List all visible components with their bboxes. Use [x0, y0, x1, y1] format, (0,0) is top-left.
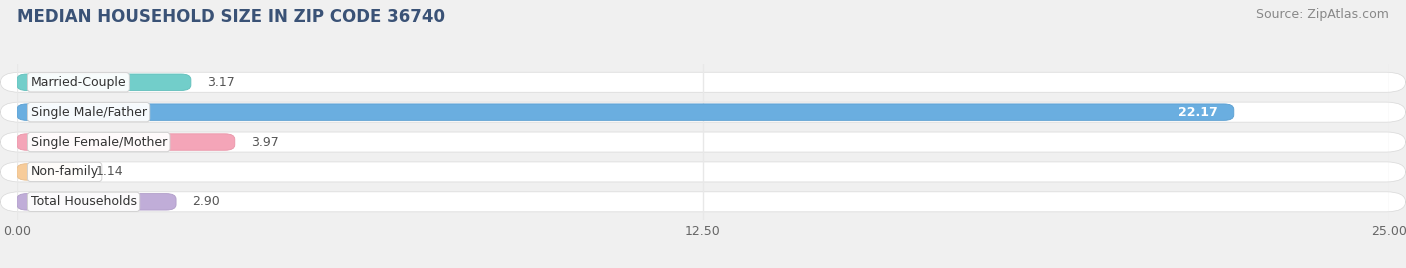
Text: 3.17: 3.17: [207, 76, 235, 89]
Text: 22.17: 22.17: [1178, 106, 1218, 119]
FancyBboxPatch shape: [0, 102, 1406, 122]
FancyBboxPatch shape: [0, 72, 1406, 92]
Text: 1.14: 1.14: [96, 165, 124, 178]
Text: MEDIAN HOUSEHOLD SIZE IN ZIP CODE 36740: MEDIAN HOUSEHOLD SIZE IN ZIP CODE 36740: [17, 8, 444, 26]
FancyBboxPatch shape: [17, 193, 176, 210]
FancyBboxPatch shape: [0, 192, 1406, 212]
Text: 3.97: 3.97: [252, 136, 278, 148]
Text: Single Male/Father: Single Male/Father: [31, 106, 146, 119]
FancyBboxPatch shape: [17, 134, 235, 150]
Text: Non-family: Non-family: [31, 165, 98, 178]
Text: 2.90: 2.90: [193, 195, 221, 208]
Text: Total Households: Total Households: [31, 195, 136, 208]
FancyBboxPatch shape: [17, 104, 1234, 120]
Text: Married-Couple: Married-Couple: [31, 76, 127, 89]
FancyBboxPatch shape: [17, 74, 191, 91]
FancyBboxPatch shape: [17, 164, 80, 180]
FancyBboxPatch shape: [0, 162, 1406, 182]
FancyBboxPatch shape: [0, 132, 1406, 152]
Text: Single Female/Mother: Single Female/Mother: [31, 136, 167, 148]
Text: Source: ZipAtlas.com: Source: ZipAtlas.com: [1256, 8, 1389, 21]
